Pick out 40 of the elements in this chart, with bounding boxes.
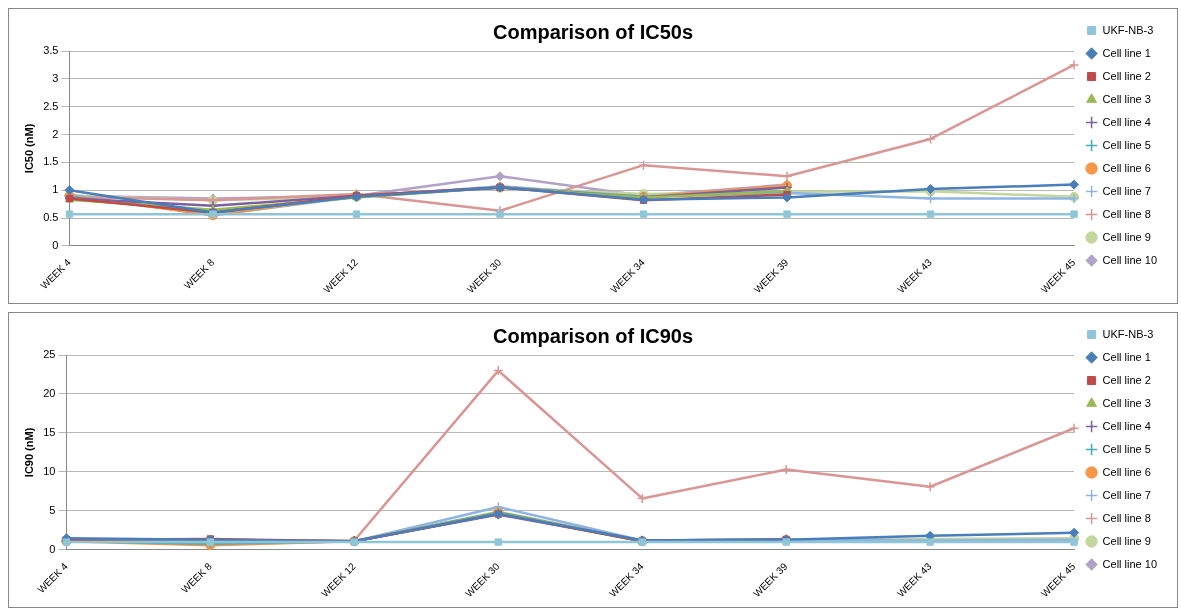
y-tick-label: 1	[52, 183, 59, 196]
legend-label: Cell line 9	[1102, 534, 1151, 547]
legend-label: Cell line 4	[1102, 115, 1151, 128]
chart-title: Comparison of IC50s	[492, 20, 694, 43]
legend-label: Cell line 5	[1102, 138, 1151, 151]
y-tick-label: 15	[43, 425, 56, 438]
legend-label: Cell line 8	[1102, 207, 1151, 220]
legend-label: Cell line 7	[1102, 488, 1151, 501]
legend-label: Cell line 1	[1102, 350, 1151, 363]
y-tick-label: 3.5	[43, 44, 59, 57]
legend-label: Cell line 3	[1102, 396, 1151, 409]
legend-label: UKF-NB-3	[1102, 327, 1154, 340]
legend-label: Cell line 6	[1102, 161, 1151, 174]
legend-label: Cell line 10	[1102, 253, 1157, 266]
legend-label: Cell line 10	[1102, 557, 1157, 570]
legend-label: Cell line 9	[1102, 230, 1151, 243]
legend-label: Cell line 8	[1102, 511, 1151, 524]
legend-label: Cell line 6	[1102, 465, 1151, 478]
legend-label: Cell line 5	[1102, 442, 1151, 455]
legend-label: UKF-NB-3	[1102, 23, 1154, 36]
legend-label: Cell line 4	[1102, 419, 1151, 432]
legend-label: Cell line 7	[1102, 184, 1151, 197]
legend-label: Cell line 2	[1102, 69, 1151, 82]
y-tick-label: 2.5	[43, 99, 59, 112]
y-tick-label: 3	[52, 71, 59, 84]
legend-label: Cell line 3	[1102, 92, 1151, 105]
y-tick-label: 2	[52, 127, 59, 140]
y-axis-title: IC90 (nM)	[22, 427, 35, 478]
y-tick-label: 10	[43, 464, 56, 477]
y-tick-label: 5	[49, 503, 56, 516]
chart-title: Comparison of IC90s	[492, 324, 694, 347]
y-tick-label: 20	[43, 387, 56, 399]
y-tick-label: 25	[43, 348, 56, 361]
legend-label: Cell line 1	[1102, 46, 1151, 59]
y-tick-label: 0.5	[43, 211, 59, 224]
y-axis-title: IC50 (nM)	[22, 123, 35, 174]
y-tick-label: 0	[52, 238, 59, 251]
legend-label: Cell line 2	[1102, 373, 1151, 386]
y-tick-label: 0	[49, 542, 56, 555]
y-tick-label: 1.5	[43, 155, 59, 168]
